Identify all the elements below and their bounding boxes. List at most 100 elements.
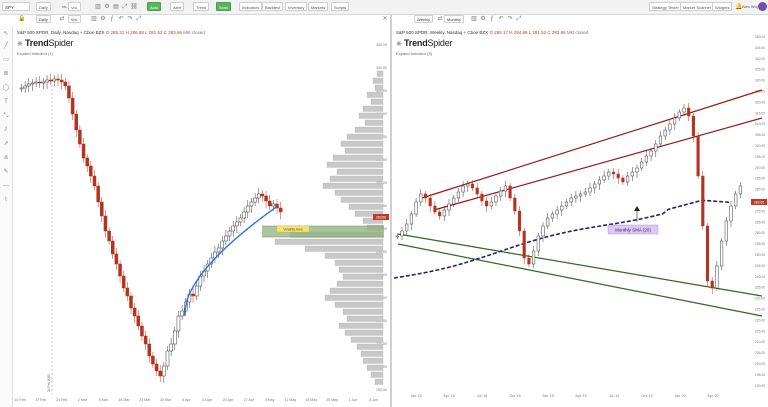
horizontal-line-icon[interactable]: — xyxy=(3,183,9,189)
volume-profile-bar xyxy=(360,350,384,357)
left-price-chart[interactable]: 340.00330.00320.00310.00300.00290.00280.… xyxy=(14,26,390,407)
pitchfork-icon[interactable]: ⋔ xyxy=(3,155,9,161)
level-label-box xyxy=(276,225,310,233)
right-y-tick-label: 255.00 xyxy=(755,242,765,246)
redo-icon[interactable]: ↷ xyxy=(127,16,133,22)
channel-icon[interactable]: ⫽ xyxy=(4,127,8,133)
cursor-icon[interactable]: ↖ xyxy=(3,31,9,37)
right-candle xyxy=(705,225,710,282)
left-x-tick-label: 25 May xyxy=(326,398,338,402)
left-interval-select[interactable]: Daily xyxy=(36,15,51,23)
compare-icon-right[interactable]: ⇄ xyxy=(437,16,443,22)
fibonacci-icon[interactable]: ≣ xyxy=(3,71,9,77)
left-candle xyxy=(34,81,38,84)
toolbar-button-4[interactable]: Indicators xyxy=(239,2,263,11)
arrow-icon[interactable]: ↗ xyxy=(3,141,9,147)
candle-type-icon-right[interactable]: ▥ xyxy=(471,16,477,22)
right-price-chart[interactable]: 350.00 345.00 340.00 335.00 330.00 325.00 320.… xyxy=(392,26,768,407)
gear-icon[interactable]: ⚙ xyxy=(104,4,110,10)
rectangle-icon[interactable]: ▭ xyxy=(3,57,9,63)
fullscreen-icon[interactable]: ⤢ xyxy=(136,16,142,22)
redo-icon-right[interactable]: ↷ xyxy=(507,16,513,22)
toolbar-button-5[interactable]: Backtest xyxy=(262,2,284,11)
link-icon[interactable]: ⛓ xyxy=(130,4,138,10)
pencil-icon[interactable]: ✎ xyxy=(3,169,9,175)
volume-profile-bar xyxy=(358,112,384,119)
ticker-input[interactable]: SPY xyxy=(2,2,30,11)
left-price-tag-box xyxy=(373,214,389,220)
settings-icon-right[interactable]: ⚙ xyxy=(480,16,486,22)
right-candle xyxy=(607,171,611,177)
bell-icon[interactable]: 🔔 xyxy=(735,4,743,10)
toolbar-button-3[interactable]: Scan xyxy=(216,2,232,11)
chart-divider[interactable] xyxy=(390,14,392,407)
left-candle xyxy=(271,203,276,207)
measure-icon[interactable]: ⤡ xyxy=(3,113,9,119)
right-candle xyxy=(593,183,597,189)
toolbar-button-0[interactable]: Auto xyxy=(147,2,162,11)
left-candle xyxy=(59,79,64,83)
left-candle xyxy=(246,205,250,213)
right-y-tick-label: 195.00 xyxy=(755,373,765,377)
text-icon[interactable]: T xyxy=(4,99,8,105)
interval-select-left[interactable]: Daily xyxy=(36,2,51,11)
left-candle xyxy=(264,195,268,202)
right-y-tick-label: 310.00 xyxy=(755,122,765,126)
right-candle xyxy=(442,209,446,217)
right-candle xyxy=(480,193,484,202)
left-candle xyxy=(85,157,89,167)
toolbar-button-6[interactable]: Inventory xyxy=(285,2,308,11)
undo-icon-right[interactable]: ↶ xyxy=(498,16,504,22)
volume-profile-bar xyxy=(362,105,384,112)
right-open: O 285.17 xyxy=(489,30,508,35)
left-candle xyxy=(260,193,265,197)
right-compare-select[interactable]: Monthly xyxy=(444,15,465,23)
lock-icon[interactable]: 🔒 xyxy=(18,16,26,22)
right-interval-select[interactable]: Weekly xyxy=(414,15,434,23)
right-candle xyxy=(452,197,456,205)
close-left-chart-icon[interactable]: ✕ xyxy=(382,16,388,22)
expand-indicators-right[interactable]: Expand Indicator (5) xyxy=(396,51,433,56)
right-candle xyxy=(588,187,592,193)
layout-icon[interactable]: ▤ xyxy=(113,4,119,10)
left-candle xyxy=(136,315,141,327)
zigzag-icon[interactable]: ⌇ xyxy=(4,197,8,203)
right-y-tick-label: 350.00 xyxy=(755,35,765,39)
toolbar-button-7[interactable]: Markets xyxy=(308,2,329,11)
left-volume-select[interactable]: Vol. xyxy=(68,15,81,23)
compare-icon[interactable]: ⇄ xyxy=(59,16,65,22)
left-candle xyxy=(143,335,148,345)
right-y-tick-label: 280.00 xyxy=(755,188,765,192)
undo-icon[interactable]: ↶ xyxy=(118,16,124,22)
left-candle xyxy=(231,225,235,232)
right-candle xyxy=(546,217,550,227)
right-high: H 294.88 xyxy=(509,30,528,35)
indicator-icon-right[interactable]: ƒ xyxy=(490,16,494,22)
settings-icon[interactable]: ⚙ xyxy=(100,16,106,22)
left-open: O 285.31 xyxy=(105,30,125,35)
green-channel-lower xyxy=(397,243,763,317)
candle-type-icon[interactable]: ▥ xyxy=(91,16,97,22)
fullscreen-icon-right[interactable]: ⤢ xyxy=(516,16,522,22)
left-candle xyxy=(56,78,60,81)
volume-profile-bar xyxy=(329,175,384,182)
toolbar-button-2[interactable]: Trend xyxy=(193,2,210,11)
circle-icon[interactable]: ◯ xyxy=(2,85,10,91)
right-candle xyxy=(691,115,695,137)
right-x-tick-label: Oct '18 xyxy=(509,394,520,398)
toolbar-button-1[interactable]: Alert xyxy=(170,2,185,11)
left-candle xyxy=(194,285,199,297)
strategy-tester-button[interactable]: Strategy Tester xyxy=(649,2,682,11)
market-scanner-button[interactable]: Market Scanner xyxy=(680,2,715,11)
right-chart-title: S&P 500 SPDR, Weekly, Nasdaq + Cboe BZX … xyxy=(396,30,589,35)
trendline-icon[interactable]: ╱ xyxy=(4,43,8,49)
toolbar-button-8[interactable]: Scripts xyxy=(331,2,350,11)
expand-icon[interactable]: ⤢ xyxy=(122,4,128,10)
right-candle xyxy=(503,185,507,192)
widgets-button[interactable]: Widgets xyxy=(712,2,733,11)
expand-indicators-left[interactable]: Expand Indicator (1) xyxy=(17,51,54,56)
chart-type-icon[interactable]: ▥ xyxy=(95,4,101,10)
avatar[interactable] xyxy=(758,2,767,11)
volume-select[interactable]: Vol. xyxy=(68,2,81,11)
indicator-icon[interactable]: ƒ xyxy=(110,16,114,22)
